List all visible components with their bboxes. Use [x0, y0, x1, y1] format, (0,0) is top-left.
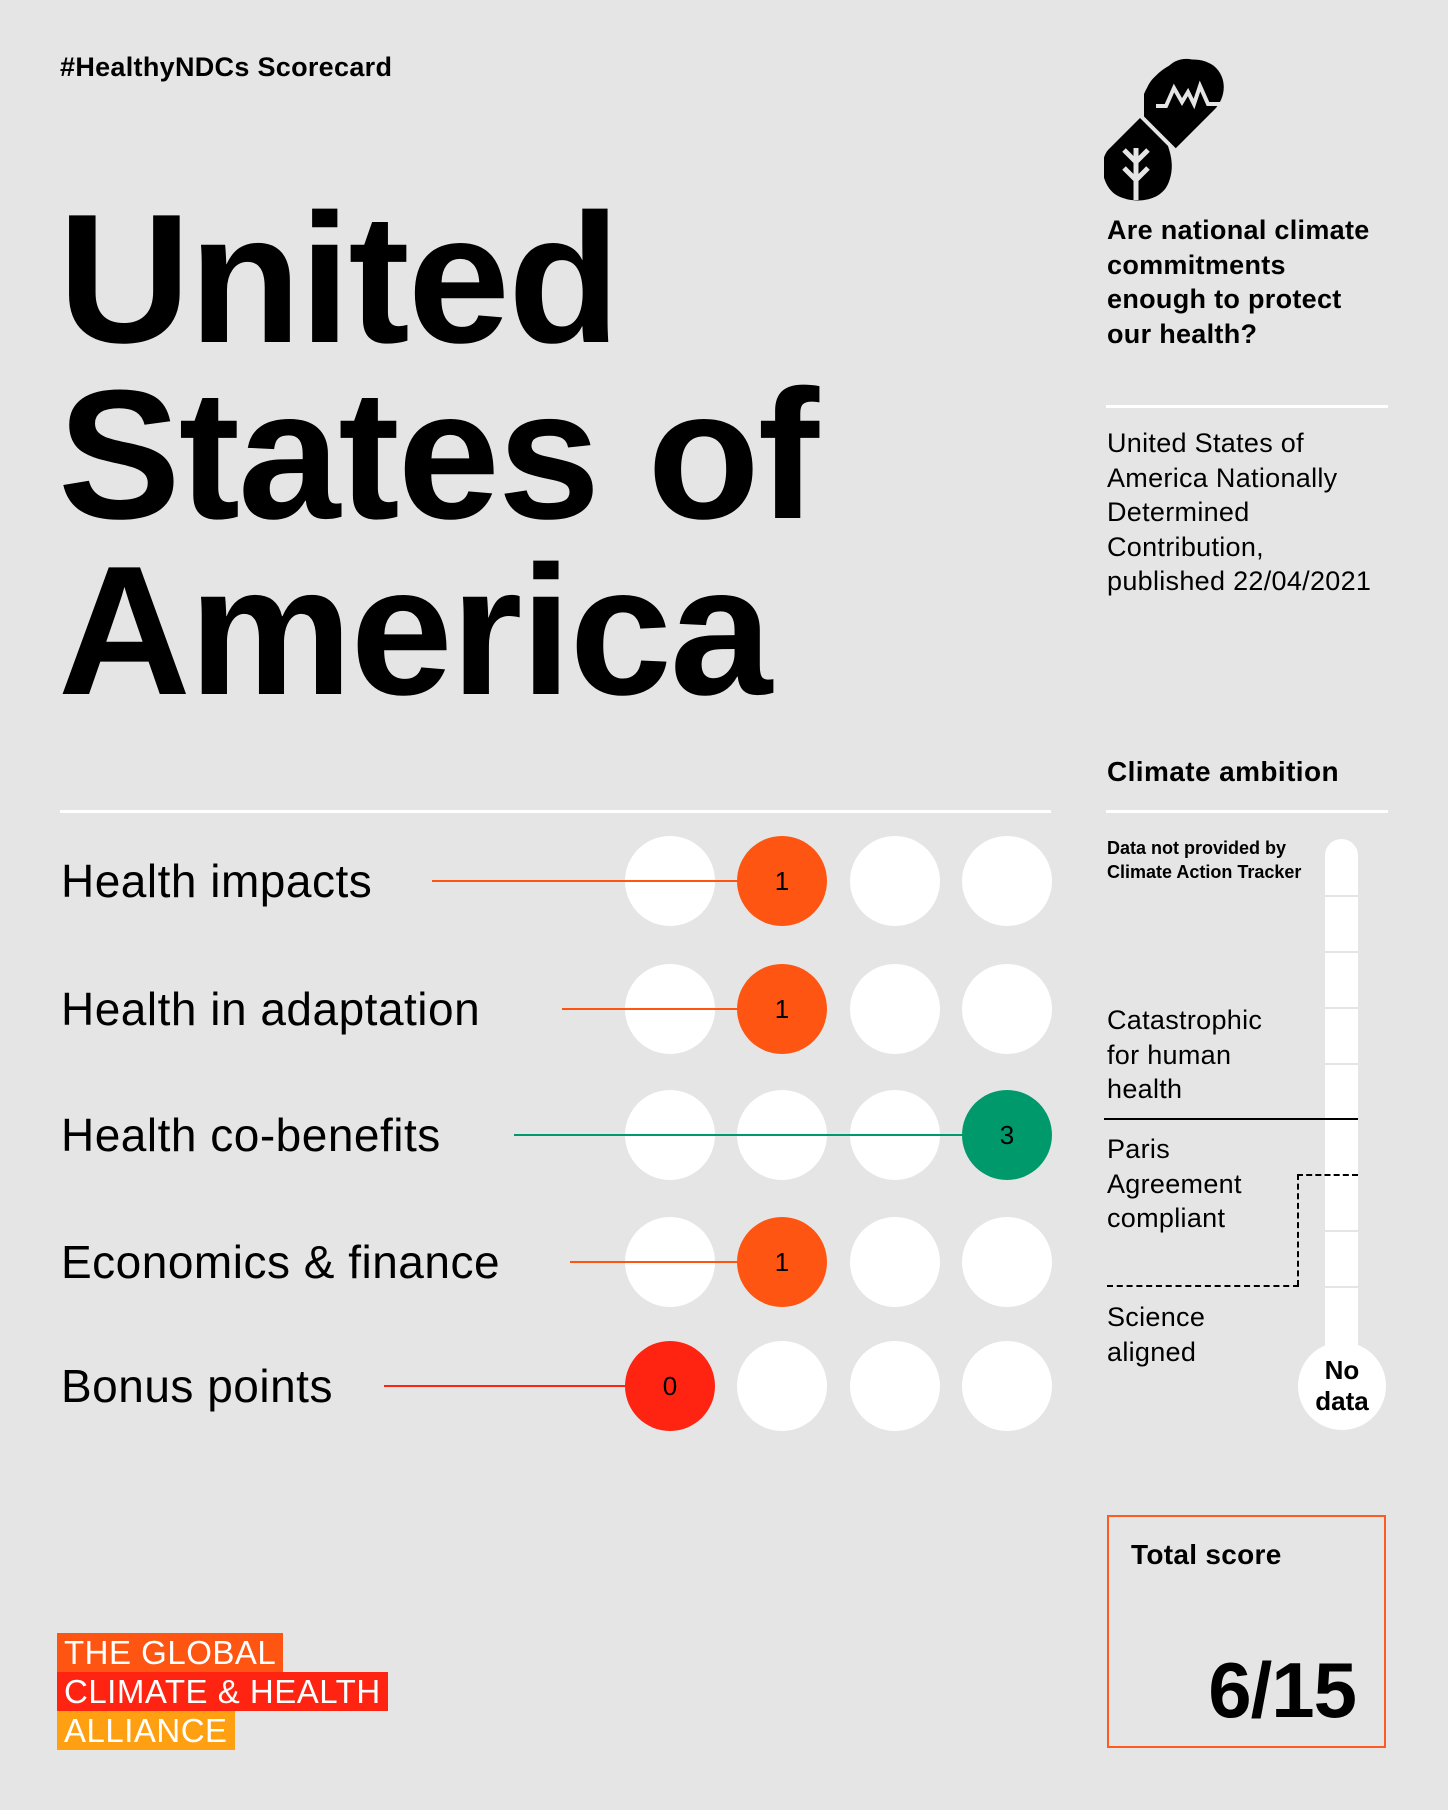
bar-tick	[1325, 1230, 1358, 1232]
score-dot-active: 1	[737, 964, 827, 1054]
score-dot-2	[850, 1341, 940, 1431]
total-score-box: Total score 6/15	[1107, 1515, 1386, 1748]
bar-tick	[1325, 951, 1358, 953]
bar-tick	[1325, 1007, 1358, 1009]
ndc-description: United States of America Nationally Dete…	[1107, 428, 1372, 596]
score-dot-3	[962, 836, 1052, 926]
country-title-line-2: States of	[58, 351, 819, 557]
key-question: Are national climate commitments enough …	[1107, 215, 1370, 349]
score-dot-2	[850, 1217, 940, 1307]
score-dot-active: 1	[737, 836, 827, 926]
score-dot-active: 0	[625, 1341, 715, 1431]
score-dot-2	[850, 964, 940, 1054]
country-title-line-1: United	[58, 175, 620, 381]
total-score-label: Total score	[1131, 1539, 1282, 1570]
scale-label-catastrophic: Catastrophic for human health	[1107, 1005, 1263, 1104]
data-not-provided-note: Data not provided by Climate Action Trac…	[1107, 838, 1302, 882]
category-row-health-co-benefits: Health co-benefits 3	[0, 1090, 1060, 1180]
category-row-economics-finance: Economics & finance 1	[0, 1217, 1060, 1307]
paris-threshold-dash-bottom	[1107, 1285, 1299, 1287]
main-divider	[60, 810, 1051, 813]
connector-line	[570, 1261, 742, 1263]
connector-line	[384, 1385, 634, 1387]
climate-ambition-title: Climate ambition	[1107, 756, 1339, 787]
connector-line	[432, 880, 742, 882]
catastrophic-threshold-line	[1104, 1118, 1358, 1120]
bar-tick	[1325, 1063, 1358, 1065]
category-label: Health co-benefits	[61, 1109, 441, 1161]
alliance-logo-line-3: ALLIANCE	[57, 1711, 235, 1750]
connector-line	[514, 1134, 974, 1136]
score-dot-3	[962, 1341, 1052, 1431]
category-label: Bonus points	[61, 1360, 333, 1412]
paris-threshold-dash-top	[1297, 1174, 1358, 1176]
bar-tick	[1325, 1286, 1358, 1288]
alliance-logo-line-1: THE GLOBAL	[57, 1633, 284, 1672]
score-dot-active: 3	[962, 1090, 1052, 1180]
sidebar-divider-ambition	[1106, 810, 1388, 813]
bar-tick	[1325, 895, 1358, 897]
alliance-logo-line-2: CLIMATE & HEALTH	[57, 1672, 388, 1711]
country-title-line-3: America	[58, 527, 772, 733]
category-row-health-impacts: Health impacts 1	[0, 836, 1060, 926]
scorecard-hashtag: #HealthyNDCs Scorecard	[60, 52, 393, 82]
category-label: Health in adaptation	[61, 983, 481, 1035]
health-climate-icon	[1104, 58, 1224, 201]
category-label: Economics & finance	[61, 1236, 501, 1288]
ambition-thermometer-bar	[1325, 839, 1358, 1359]
category-row-health-in-adaptation: Health in adaptation 1	[0, 964, 1060, 1054]
score-dot-1	[737, 1341, 827, 1431]
sidebar-divider-top	[1106, 405, 1388, 408]
connector-line	[562, 1008, 742, 1010]
score-dot-2	[850, 836, 940, 926]
score-dot-3	[962, 1217, 1052, 1307]
total-score-value: 6/15	[1208, 1646, 1357, 1734]
paris-threshold-dash-vertical	[1297, 1174, 1299, 1286]
scale-label-paris: Paris Agreement compliant	[1107, 1134, 1242, 1233]
score-dot-3	[962, 964, 1052, 1054]
category-row-bonus-points: Bonus points 0	[0, 1341, 1060, 1431]
ambition-indicator-no-data: No data	[1298, 1342, 1386, 1430]
country-title: United States of America	[58, 175, 819, 733]
score-dot-active: 1	[737, 1217, 827, 1307]
category-label: Health impacts	[61, 855, 373, 907]
scale-label-science: Science aligned	[1107, 1302, 1206, 1367]
